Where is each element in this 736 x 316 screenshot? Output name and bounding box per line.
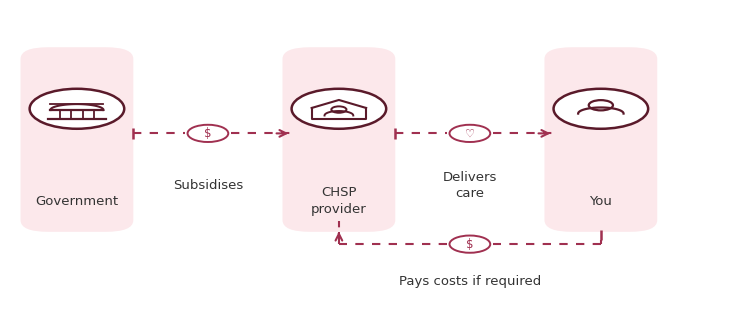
- Text: $: $: [466, 238, 474, 251]
- Text: Subsidises: Subsidises: [173, 179, 243, 192]
- Circle shape: [291, 89, 386, 129]
- Text: Delivers
care: Delivers care: [442, 171, 497, 200]
- Text: $: $: [204, 127, 212, 140]
- Text: CHSP
provider: CHSP provider: [311, 186, 367, 216]
- FancyBboxPatch shape: [545, 47, 657, 232]
- Circle shape: [450, 235, 490, 253]
- Text: Pays costs if required: Pays costs if required: [399, 275, 541, 288]
- Circle shape: [188, 125, 228, 142]
- Text: ♡: ♡: [465, 129, 475, 139]
- Circle shape: [29, 89, 124, 129]
- Circle shape: [589, 100, 613, 110]
- FancyBboxPatch shape: [21, 47, 133, 232]
- Circle shape: [331, 106, 347, 113]
- Text: You: You: [590, 195, 612, 208]
- Circle shape: [553, 89, 648, 129]
- Circle shape: [450, 125, 490, 142]
- Text: Government: Government: [35, 195, 118, 208]
- FancyBboxPatch shape: [283, 47, 395, 232]
